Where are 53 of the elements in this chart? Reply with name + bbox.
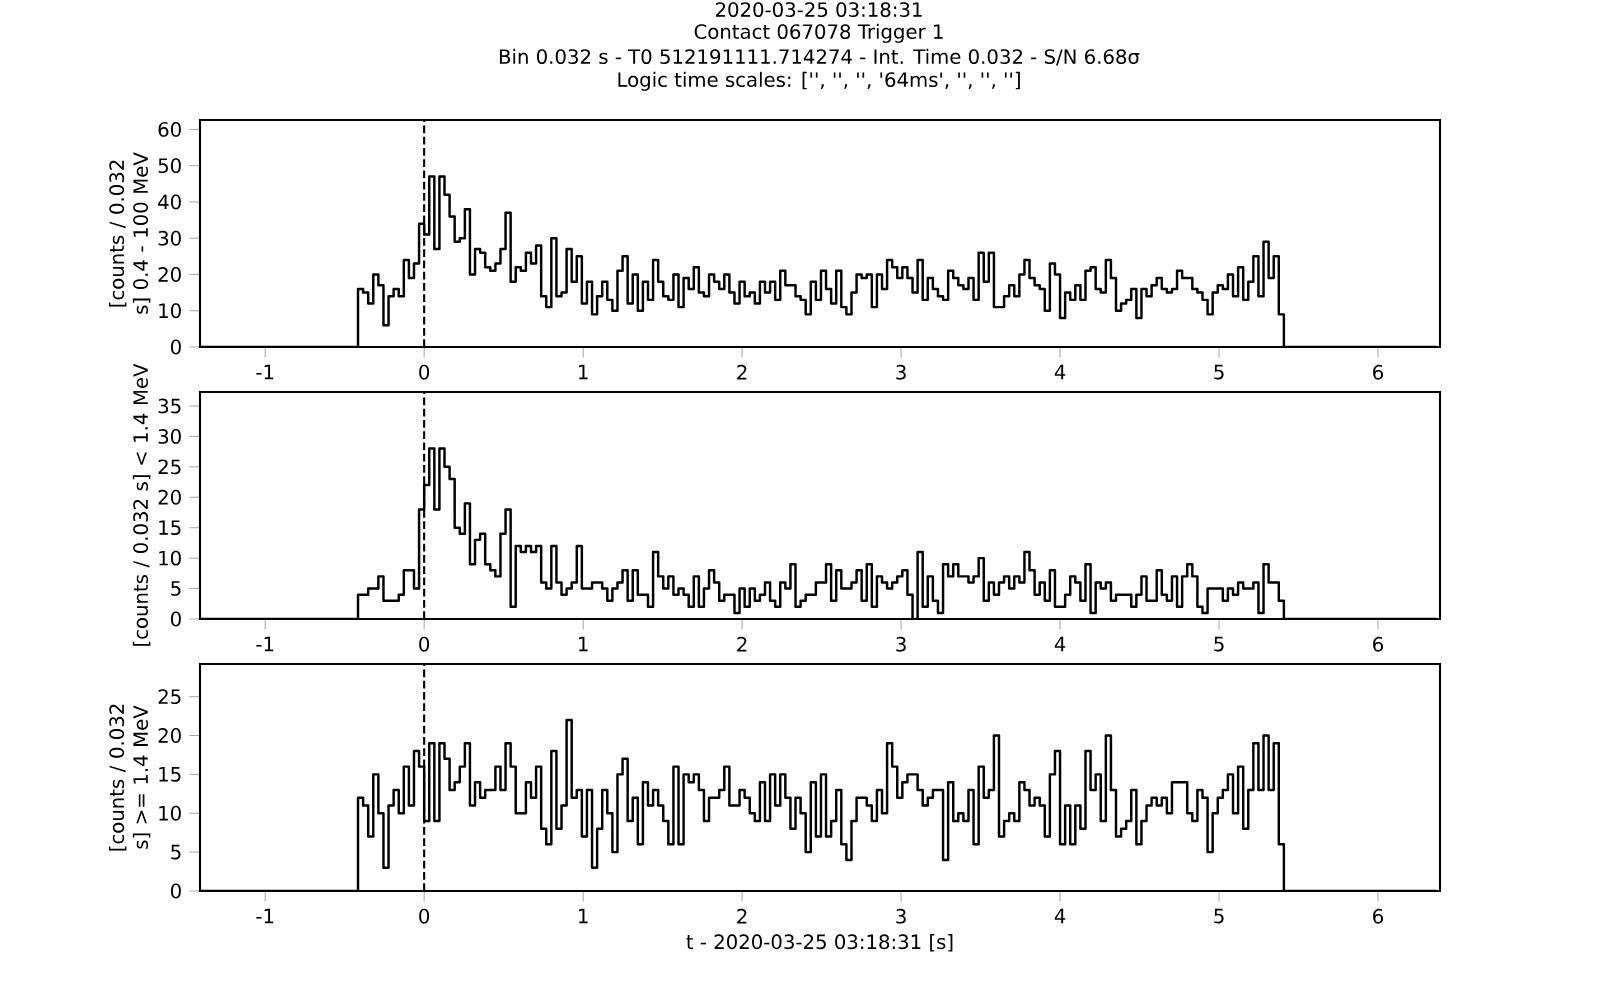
y-tick-label: 40 <box>158 194 181 210</box>
x-tick-label: 2 <box>737 908 747 924</box>
x-tick-label: 1 <box>579 636 588 652</box>
y-tick-label: 10 <box>159 550 181 566</box>
x-tick-label: 0 <box>419 636 430 652</box>
y-tick-label: 10 <box>159 303 181 319</box>
x-tick-label: 5 <box>1214 364 1224 380</box>
x-tick-label: 1 <box>579 364 588 380</box>
y-tick-label: 5 <box>171 581 181 596</box>
text: Logic time scales: ['', '', '', '64ms', '', '', ''] <box>618 71 1020 91</box>
x-tick-label: -1 <box>256 908 274 924</box>
x-tick-label: 6 <box>1373 908 1384 924</box>
chart-title: 2020-03-25 03:18:31 <box>715 2 922 18</box>
x-tick-label: 4 <box>1054 364 1066 380</box>
x-tick-label: 6 <box>1373 636 1384 652</box>
x-tick-label: 3 <box>896 636 906 652</box>
y-tick-label: 0 <box>171 339 181 355</box>
y-tick-label: 30 <box>158 230 181 246</box>
text: Bin 0.032 s - T0 512191111.714274 - Int. Time 0.032 - S/N 6.68σ <box>499 48 1140 66</box>
chart-subtitle: Contact 067078 Trigger 1 <box>694 23 943 43</box>
x-tick-label: 2 <box>737 636 747 652</box>
y-tick-label: 20 <box>158 728 181 743</box>
x-tick-label: 0 <box>419 908 430 924</box>
x-tick-label: 2 <box>737 364 747 380</box>
x-tick-label: 1 <box>579 908 588 924</box>
x-tick-label: 0 <box>419 364 430 380</box>
y-tick-label: 20 <box>158 267 181 282</box>
x-tick-label: 5 <box>1214 908 1224 924</box>
x-tick-label: 4 <box>1054 636 1066 652</box>
y-tick-label: 60 <box>158 121 181 137</box>
y-tick-label: 50 <box>158 158 181 174</box>
y-tick-label: 20 <box>158 489 181 505</box>
y-tick-label: 5 <box>171 844 181 860</box>
x-axis-title: t - 2020-03-25 03:18:31 [s] <box>686 934 953 952</box>
y-tick-label: 25 <box>158 689 181 705</box>
y-tick-label: 25 <box>158 459 181 475</box>
y-tick-label: 0 <box>171 883 181 899</box>
y-tick-label: 10 <box>159 805 181 821</box>
y-tick-label: 35 <box>158 398 181 414</box>
x-tick-label: 3 <box>896 908 906 924</box>
y-axis-title: [counts / 0.032 s] >= 1.4 MeV <box>108 704 151 851</box>
y-tick-label: 15 <box>159 767 181 782</box>
x-tick-label: -1 <box>256 636 274 652</box>
y-tick-label: 0 <box>171 611 181 627</box>
x-tick-label: 5 <box>1214 636 1224 652</box>
x-tick-label: 6 <box>1373 364 1384 380</box>
x-tick-label: 3 <box>896 364 906 380</box>
x-tick-label: -1 <box>256 364 274 380</box>
y-tick-label: 30 <box>158 428 181 444</box>
y-axis-title: [counts / 0.032 s] 0.4 - 100 MeV <box>108 152 151 314</box>
x-tick-label: 4 <box>1054 908 1066 924</box>
y-axis-title: [counts / 0.032 s] < 1.4 MeV <box>132 363 151 646</box>
y-tick-label: 15 <box>159 520 181 536</box>
